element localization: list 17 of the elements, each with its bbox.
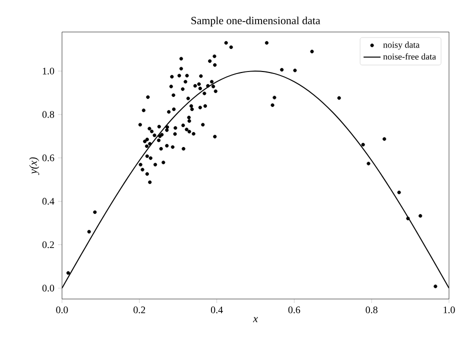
- x-tick-label: 1.0: [444, 306, 455, 314]
- x-tick-label: 0.4: [210, 306, 223, 314]
- x-tick-label: 0.2: [134, 306, 146, 314]
- y-tick-label: 0.0: [42, 284, 54, 292]
- y-tick-label: 0.8: [42, 111, 54, 118]
- y-tick-label: 0.2: [42, 241, 54, 248]
- x-axis-title: x: [252, 317, 258, 322]
- y-tick-label: 0.6: [42, 154, 54, 162]
- y-axis-title: y(x): [29, 157, 40, 175]
- legend-label: noise-free data: [383, 53, 436, 60]
- y-tick-label: 0.4: [42, 198, 54, 205]
- legend-label: noisy data: [383, 42, 420, 50]
- x-tick-label: 0.8: [366, 306, 378, 314]
- x-tick-label: 0.0: [56, 306, 68, 314]
- y-tick-label: 1.0: [42, 68, 54, 74]
- chart-title: Sample one-dimensional data: [191, 16, 320, 26]
- x-tick-label: 0.6: [288, 306, 300, 314]
